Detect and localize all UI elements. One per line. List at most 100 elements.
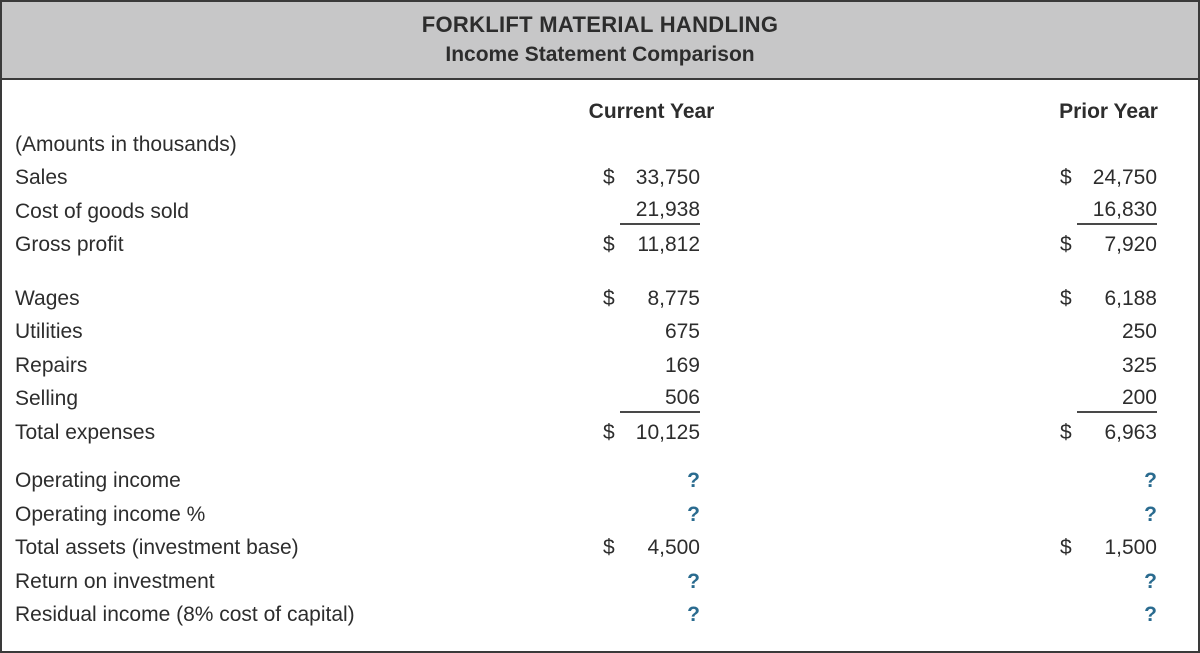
prior-year-value: 16,830 [1060,198,1157,226]
prior-year-label: Prior Year [1059,100,1158,123]
current-year-value: $ 10,125 [603,421,700,445]
amount-number: 250 [1121,320,1157,344]
section-gap [2,262,1198,282]
row-label: Residual income (8% cost of capital) [15,603,355,627]
amount-number: 21,938 [620,198,700,226]
table-row: Total assets (investment base) $ 4,500 $… [2,532,1198,566]
currency-symbol: $ [1060,286,1072,310]
prior-year-value: ? [1060,469,1157,493]
row-label: Selling [15,387,79,411]
table-row: Residual income (8% cost of capital) ? ? [2,599,1198,633]
amount-number: ? [687,569,700,593]
amount-number: 200 [1077,386,1157,413]
amount-number: ? [1144,603,1157,627]
table-row: Utilities 675 250 [2,316,1198,350]
amount-number: ? [1144,469,1157,493]
amount-number: 169 [664,353,700,377]
currency-symbol: $ [603,233,615,257]
amount-number: ? [687,603,700,627]
row-label: Wages [15,286,80,310]
current-year-value: $ 11,812 [603,233,700,257]
current-year-value: 21,938 [603,198,700,226]
amount-number: ? [687,469,700,493]
amount-number: 6,963 [1104,420,1157,444]
amounts-in-thousands-note: (Amounts in thousands) [15,132,237,156]
row-label: Sales [15,166,68,190]
row-label: Repairs [15,353,88,377]
currency-symbol: $ [1060,536,1072,560]
amount-number: ? [1144,502,1157,526]
current-year-value: ? [603,503,700,527]
row-label: Cost of goods sold [15,199,189,223]
prior-year-value: 200 [1060,386,1157,413]
amount-number: ? [1144,569,1157,593]
currency-symbol: $ [1060,166,1072,190]
amount-number: 8,775 [647,286,700,310]
amount-number: 11,812 [637,233,700,257]
amount-number: 4,500 [647,536,700,560]
table-row: Selling 506 200 [2,383,1198,417]
current-year-value: $ 33,750 [603,166,700,190]
amount-number: 16,830 [1077,198,1157,226]
prior-year-value: 325 [1060,354,1157,378]
table-row: Repairs 169 325 [2,349,1198,383]
table-row: Sales $ 33,750 $ 24,750 [2,162,1198,196]
table-row: Operating income % ? ? [2,498,1198,532]
amount-number: ? [687,502,700,526]
amount-number: 675 [664,320,700,344]
statement-rows: Sales $ 33,750 $ 24,750 Cost of goods so… [2,162,1198,633]
row-label: Return on investment [15,569,215,593]
amount-number: 6,188 [1104,286,1157,310]
currency-symbol: $ [603,286,615,310]
amount-number: 33,750 [635,166,700,190]
current-year-column-header: Current Year [589,100,715,124]
amount-number: 24,750 [1092,166,1157,190]
amounts-note-row: (Amounts in thousands) [2,128,1198,162]
prior-year-value: ? [1060,570,1157,594]
amount-number: 7,920 [1104,233,1157,257]
table-row: Operating income ? ? [2,465,1198,499]
amount-number: 1,500 [1104,536,1157,560]
current-year-value: ? [603,570,700,594]
section-gap [2,450,1198,465]
prior-year-value: $ 6,188 [1060,287,1157,311]
prior-year-value: $ 1,500 [1060,536,1157,560]
table-row: Return on investment ? ? [2,565,1198,599]
table-row: Wages $ 8,775 $ 6,188 [2,282,1198,316]
prior-year-value: 250 [1060,320,1157,344]
current-year-value: 675 [603,320,700,344]
current-year-label: Current Year [588,100,715,123]
prior-year-value: $ 7,920 [1060,233,1157,257]
row-label: Utilities [15,320,83,344]
table-row: Gross profit $ 11,812 $ 7,920 [2,229,1198,263]
report-header-band: FORKLIFT MATERIAL HANDLING Income Statem… [2,2,1198,80]
report-title: Income Statement Comparison [445,43,755,66]
prior-year-value: ? [1060,603,1157,627]
row-label: Total expenses [15,420,156,444]
statement-body: Current Year Prior Year (Amounts in thou… [2,80,1198,632]
table-row: Total expenses $ 10,125 $ 6,963 [2,416,1198,450]
current-year-value: ? [603,603,700,627]
amount-number: 325 [1121,353,1157,377]
currency-symbol: $ [603,420,615,444]
row-label: Operating income % [15,502,206,526]
current-year-value: $ 4,500 [603,536,700,560]
table-row: Cost of goods sold 21,938 16,830 [2,195,1198,229]
currency-symbol: $ [1060,233,1072,257]
currency-symbol: $ [1060,420,1072,444]
prior-year-value: ? [1060,503,1157,527]
prior-year-value: $ 6,963 [1060,421,1157,445]
amount-number: 10,125 [635,420,700,444]
column-header-row: Current Year Prior Year [2,96,1198,128]
row-label: Total assets (investment base) [15,536,299,560]
prior-year-column-header: Prior Year [1059,100,1158,124]
row-label: Operating income [15,469,181,493]
current-year-value: $ 8,775 [603,287,700,311]
current-year-value: 506 [603,386,700,413]
currency-symbol: $ [603,536,615,560]
prior-year-value: $ 24,750 [1060,166,1157,190]
current-year-value: ? [603,469,700,493]
current-year-value: 169 [603,354,700,378]
row-label: Gross profit [15,233,124,257]
